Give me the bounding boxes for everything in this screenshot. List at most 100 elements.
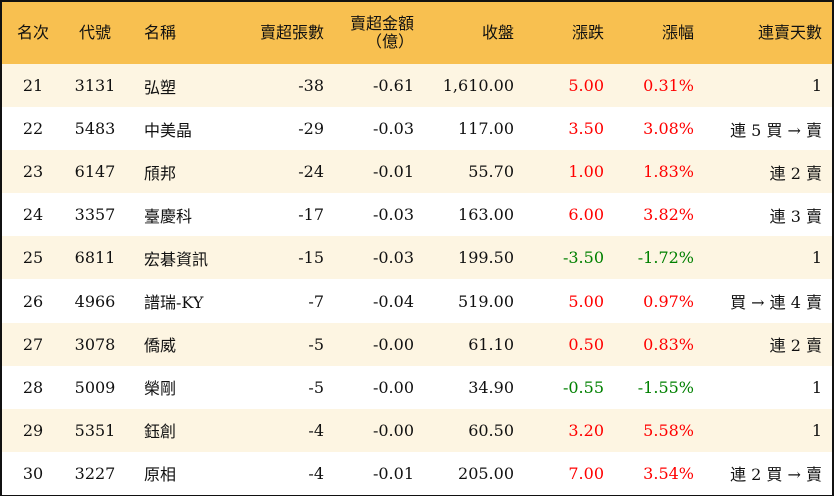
header-net-sell-amount-line2: （億） <box>365 32 414 51</box>
table-row[interactable]: 26 4966 譜瑞-KY -7 -0.04 519.00 5.00 0.97% 買 → 連 4… <box>2 279 832 323</box>
cell-net-sell-lots: -7 <box>308 291 324 311</box>
cell-consecutive-days: 連 3 賣 <box>769 206 822 226</box>
cell-net-sell-amount: -0.04 <box>372 291 414 311</box>
cell-rank: 29 <box>22 420 44 440</box>
cell-rank: 27 <box>22 334 44 354</box>
cell-consecutive-days: 買 → 連 4 賣 <box>730 293 822 313</box>
cell-rank: 30 <box>22 463 44 483</box>
table-row[interactable]: 22 5483 中美晶 -29 -0.03 117.00 3.50 3.08% 連 5 買 → … <box>2 107 832 151</box>
cell-change: 3.50 <box>568 119 604 139</box>
cell-consecutive-days: 連 2 賣 <box>769 336 822 356</box>
cell-code: 6811 <box>74 248 116 268</box>
header-name: 名稱 <box>144 23 177 42</box>
cell-change: 1.00 <box>568 162 604 182</box>
cell-name: 頎邦 <box>144 163 177 183</box>
cell-consecutive-days: 連 2 賣 <box>769 163 822 183</box>
header-net-sell-amount-line1: 賣超金額 <box>349 14 414 33</box>
cell-net-sell-lots: -4 <box>308 420 324 440</box>
cell-code: 3227 <box>74 463 116 483</box>
cell-consecutive-days: 1 <box>811 248 822 268</box>
cell-change: 5.00 <box>568 76 604 96</box>
cell-change-pct: 0.83% <box>643 334 694 354</box>
cell-close: 60.50 <box>468 420 514 440</box>
cell-consecutive-days: 1 <box>811 420 822 440</box>
cell-name: 僑威 <box>144 336 177 356</box>
cell-change: -3.50 <box>562 248 604 268</box>
cell-change-pct: -1.72% <box>637 248 694 268</box>
cell-close: 55.70 <box>468 162 514 182</box>
cell-change: 7.00 <box>568 463 604 483</box>
cell-code: 5483 <box>74 119 116 139</box>
cell-code: 5351 <box>74 420 116 440</box>
table-row[interactable]: 23 6147 頎邦 -24 -0.01 55.70 1.00 1.83% 連 2 賣 <box>2 150 832 194</box>
cell-change-pct: 3.54% <box>643 463 694 483</box>
table-row[interactable]: 25 6811 宏碁資訊 -15 -0.03 199.50 -3.50 -1.72% 1 <box>2 236 832 280</box>
cell-net-sell-amount: -0.01 <box>372 162 414 182</box>
cell-name: 宏碁資訊 <box>144 249 209 269</box>
cell-name: 鈺創 <box>144 422 177 442</box>
cell-change-pct: 5.58% <box>643 420 694 440</box>
cell-rank: 25 <box>22 248 44 268</box>
table-row[interactable]: 27 3078 僑威 -5 -0.00 61.10 0.50 0.83% 連 2 賣 <box>2 322 832 366</box>
cell-code: 3131 <box>74 76 116 96</box>
cell-name: 弘塑 <box>144 77 177 97</box>
cell-net-sell-amount: -0.03 <box>372 248 414 268</box>
cell-code: 6147 <box>74 162 116 182</box>
table-row[interactable]: 28 5009 榮剛 -5 -0.00 34.90 -0.55 -1.55% 1 <box>2 365 832 409</box>
cell-close: 163.00 <box>458 205 514 225</box>
cell-rank: 21 <box>22 76 44 96</box>
header-rank: 名次 <box>16 23 49 42</box>
cell-code: 3078 <box>74 334 116 354</box>
cell-name: 臺慶科 <box>144 206 193 226</box>
cell-name: 原相 <box>144 465 177 485</box>
cell-consecutive-days: 1 <box>811 76 822 96</box>
table-row[interactable]: 30 3227 原相 -4 -0.01 205.00 7.00 3.54% 連 2 買 → 賣 <box>2 451 832 495</box>
cell-net-sell-lots: -24 <box>298 162 324 182</box>
cell-code: 3357 <box>74 205 116 225</box>
cell-net-sell-amount: -0.00 <box>372 377 414 397</box>
cell-change-pct: 3.08% <box>643 119 694 139</box>
header-net-sell-lots: 賣超張數 <box>259 23 324 42</box>
header-change-pct: 漲幅 <box>661 23 694 42</box>
cell-name: 譜瑞-KY <box>144 293 204 313</box>
table-row[interactable]: 24 3357 臺慶科 -17 -0.03 163.00 6.00 3.82% 連 3 賣 <box>2 193 832 237</box>
cell-name: 中美晶 <box>144 120 193 140</box>
cell-change-pct: -1.55% <box>637 377 694 397</box>
cell-close: 117.00 <box>458 119 514 139</box>
cell-close: 1,610.00 <box>442 76 514 96</box>
cell-rank: 22 <box>22 119 44 139</box>
cell-net-sell-lots: -15 <box>298 248 324 268</box>
cell-net-sell-lots: -4 <box>308 463 324 483</box>
cell-net-sell-amount: -0.03 <box>372 119 414 139</box>
cell-change-pct: 1.83% <box>643 162 694 182</box>
cell-close: 34.90 <box>468 377 514 397</box>
cell-code: 5009 <box>74 377 116 397</box>
cell-change: 3.20 <box>568 420 604 440</box>
cell-name: 榮剛 <box>144 379 177 399</box>
cell-net-sell-amount: -0.00 <box>372 420 414 440</box>
cell-consecutive-days: 1 <box>811 377 822 397</box>
cell-net-sell-lots: -17 <box>298 205 324 225</box>
cell-net-sell-amount: -0.01 <box>372 463 414 483</box>
header-code: 代號 <box>78 23 111 42</box>
cell-change: 5.00 <box>568 291 604 311</box>
cell-change: 6.00 <box>568 205 604 225</box>
cell-close: 205.00 <box>458 463 514 483</box>
cell-consecutive-days: 連 2 買 → 賣 <box>730 465 822 485</box>
header-close: 收盤 <box>481 23 514 42</box>
cell-close: 199.50 <box>458 248 514 268</box>
cell-change: 0.50 <box>568 334 604 354</box>
cell-net-sell-lots: -5 <box>308 377 324 397</box>
header-consecutive-days: 連賣天數 <box>757 23 822 42</box>
cell-rank: 24 <box>22 205 44 225</box>
cell-net-sell-lots: -29 <box>298 119 324 139</box>
header-net-sell-amount: 賣超金額 （億） <box>324 2 414 64</box>
cell-rank: 26 <box>22 291 44 311</box>
cell-code: 4966 <box>74 291 116 311</box>
cell-change-pct: 0.97% <box>643 291 694 311</box>
table-row[interactable]: 29 5351 鈺創 -4 -0.00 60.50 3.20 5.58% 1 <box>2 408 832 452</box>
table-row[interactable]: 21 3131 弘塑 -38 -0.61 1,610.00 5.00 0.31% 1 <box>2 64 832 108</box>
header-change: 漲跌 <box>571 23 604 42</box>
cell-net-sell-lots: -38 <box>298 76 324 96</box>
